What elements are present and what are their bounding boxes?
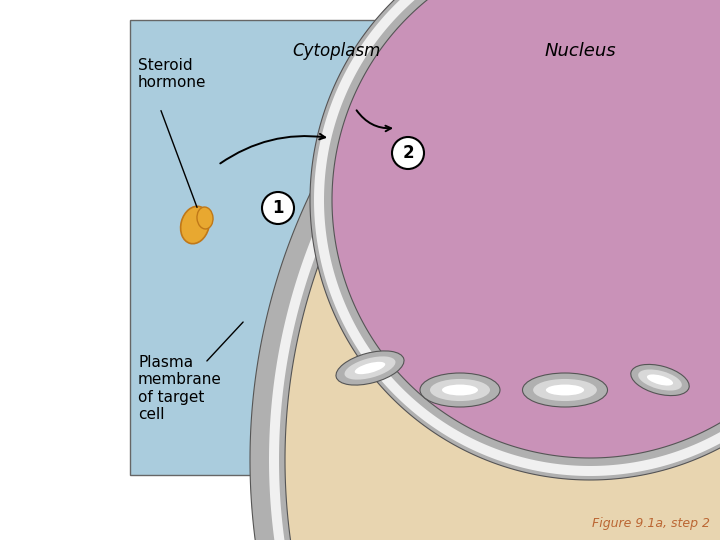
Ellipse shape [523, 373, 608, 407]
Polygon shape [250, 0, 720, 540]
Text: 1: 1 [272, 199, 284, 217]
Polygon shape [310, 0, 720, 480]
Ellipse shape [336, 351, 404, 385]
Text: 2: 2 [402, 144, 414, 162]
Circle shape [262, 192, 294, 224]
Circle shape [392, 137, 424, 169]
Ellipse shape [355, 362, 385, 374]
Bar [130, 20, 695, 475]
Text: Steroid
hormone: Steroid hormone [138, 58, 207, 90]
Ellipse shape [647, 374, 673, 386]
Text: Plasma
membrane
of target
cell: Plasma membrane of target cell [138, 355, 222, 422]
Ellipse shape [344, 356, 395, 380]
Text: Figure 9.1a, step 2: Figure 9.1a, step 2 [592, 517, 710, 530]
Polygon shape [269, 0, 720, 540]
Ellipse shape [181, 206, 210, 244]
Ellipse shape [631, 364, 689, 396]
Ellipse shape [420, 373, 500, 407]
Ellipse shape [533, 379, 597, 401]
Ellipse shape [638, 369, 682, 390]
Ellipse shape [197, 207, 213, 229]
Circle shape [250, 0, 720, 540]
Text: Cytoplasm: Cytoplasm [292, 42, 380, 60]
Circle shape [310, 0, 720, 480]
Ellipse shape [442, 384, 478, 395]
Text: Nucleus: Nucleus [545, 42, 616, 60]
Ellipse shape [546, 384, 584, 395]
Ellipse shape [430, 379, 490, 401]
Polygon shape [314, 0, 720, 476]
